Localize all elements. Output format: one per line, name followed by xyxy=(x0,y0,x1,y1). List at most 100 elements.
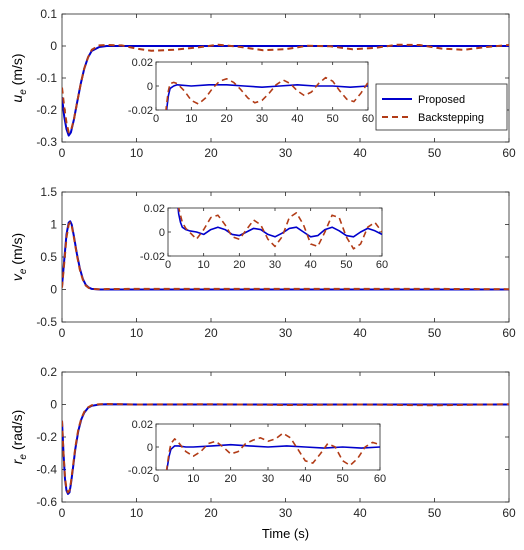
panel-2-inset-xtick-label-1: 10 xyxy=(198,259,210,271)
panel-1-xtick-label-3: 30 xyxy=(279,146,293,160)
panel-1-legend-label-1: Backstepping xyxy=(418,112,484,124)
panel-2-ytick-label-0: -0.5 xyxy=(36,315,57,329)
panel-1-inset-series-group xyxy=(165,76,368,110)
panel-1-inset-xtick-label-6: 60 xyxy=(362,113,374,125)
panel-1-inset-xtick-label-5: 50 xyxy=(327,113,339,125)
panel-2-ylabel: ve (m/s) xyxy=(9,233,29,281)
panel-3-ylabel: re (rad/s) xyxy=(9,410,29,465)
panel-3-xtick-label-0: 0 xyxy=(59,506,66,520)
panel-2-inset-series-0-line xyxy=(177,208,382,238)
panel-3-inset-xtick-label-1: 10 xyxy=(187,473,199,485)
panel-3-ytick-label-4: 0.2 xyxy=(40,365,57,379)
panel-2-inset-xtick-label-4: 40 xyxy=(305,259,317,271)
panel-1-ytick-label-4: 0.1 xyxy=(40,7,57,21)
panel-3-xtick-label-1: 10 xyxy=(130,506,144,520)
panel-1-xtick-label-5: 50 xyxy=(428,146,442,160)
panel-3-xtick-label-6: 60 xyxy=(502,506,516,520)
panel-2-inset-xtick-label-0: 0 xyxy=(165,259,171,271)
panel-1-ytick-label-0: -0.3 xyxy=(36,135,57,149)
panel-3-ytick-label-1: -0.4 xyxy=(36,463,57,477)
panel-2-ylabel-symbol: v xyxy=(9,273,25,281)
panel-2-inset-xtick-label-6: 60 xyxy=(376,259,388,271)
panel-1-inset-ytick-label-2: 0.02 xyxy=(132,57,153,69)
panel-1-ytick-label-1: -0.2 xyxy=(36,103,57,117)
panel-2-inset-ytick-label-1: 0 xyxy=(159,227,165,239)
panel-1-inset-xtick-label-4: 40 xyxy=(291,113,303,125)
panel-1-inset-series-1-line xyxy=(165,76,368,110)
panel-3-xtick-label-3: 30 xyxy=(279,506,293,520)
panel-2-inset-ytick-label-0: -0.02 xyxy=(140,251,165,263)
panel-2-series-1-line xyxy=(62,221,509,291)
panel-2-inset-ytick-label-2: 0.02 xyxy=(144,203,165,215)
panel-2-ytick-label-4: 1.5 xyxy=(40,185,57,199)
panel-3-inset-ytick-label-0: -0.02 xyxy=(128,465,153,477)
panel-2-xtick-label-3: 30 xyxy=(279,326,293,340)
panel-3-inset-series-group xyxy=(165,432,380,470)
panel-1-xtick-label-4: 40 xyxy=(353,146,367,160)
panel-1-xtick-label-2: 20 xyxy=(204,146,218,160)
panel-3-inset-xtick-label-0: 0 xyxy=(153,473,159,485)
panel-2-ylabel-sub: e xyxy=(18,268,29,274)
panel-3-series-1-line xyxy=(62,403,509,494)
panel-1-ylabel-symbol: u xyxy=(9,95,25,103)
panel-3-ytick-label-2: -0.2 xyxy=(36,430,57,444)
panel-1-inset-ytick-label-0: -0.02 xyxy=(128,105,153,117)
panel-2-xtick-label-4: 40 xyxy=(353,326,367,340)
panel-2-inset-series-group xyxy=(177,208,382,250)
panel-1-ylabel-sub: e xyxy=(18,89,29,95)
panel-1-legend-box xyxy=(375,83,508,131)
panel-1-xtick-label-0: 0 xyxy=(59,146,66,160)
panel-2-series-group xyxy=(62,220,509,291)
panel-2-xtick-label-2: 20 xyxy=(204,326,218,340)
panel-1-ylabel: ue (m/s) xyxy=(9,53,29,102)
panel-2-xtick-label-1: 10 xyxy=(130,326,144,340)
panel-2-xtick-label-5: 50 xyxy=(428,326,442,340)
panel-3-xtick-label-2: 20 xyxy=(204,506,218,520)
panel-2-ylabel-unit: (m/s) xyxy=(9,233,25,269)
panel-3-inset-series-1-line xyxy=(165,432,380,470)
panel-2-ytick-label-2: 0.5 xyxy=(40,250,57,264)
panel-3-xlabel: Time (s) xyxy=(262,526,309,541)
panel-1-series-group xyxy=(62,43,509,137)
panel-1-legend: Proposed Backstepping xyxy=(375,83,508,131)
panel-3-xtick-label-4: 40 xyxy=(353,506,367,520)
panel-1-inset-series-0-line xyxy=(165,84,368,110)
panel-2-inset-series-1-line xyxy=(177,208,382,250)
panel-3-inset-xtick-label-3: 30 xyxy=(262,473,274,485)
panel-2-xtick-label-6: 60 xyxy=(502,326,516,340)
panel-2-xtick-label-0: 0 xyxy=(59,326,66,340)
panel-1-inset-ytick-label-1: 0 xyxy=(147,81,153,93)
panel-1-ytick-label-2: -0.1 xyxy=(36,71,57,85)
panel-1-xtick-label-6: 60 xyxy=(502,146,516,160)
panel-2-ytick-label-3: 1 xyxy=(50,218,57,232)
panel-3-inset-ytick-label-2: 0.02 xyxy=(132,419,153,431)
panel-3-ytick-label-0: -0.6 xyxy=(36,495,57,509)
panel-3-inset-ytick-label-1: 0 xyxy=(147,442,153,454)
panel-3-ylabel-symbol: r xyxy=(9,458,25,464)
panel-1-inset-xtick-label-2: 20 xyxy=(221,113,233,125)
panel-1-ytick-label-3: 0 xyxy=(50,39,57,53)
panel-1-xtick-label-1: 10 xyxy=(130,146,144,160)
panel-2-ytick-label-1: 0 xyxy=(50,283,57,297)
panel-2-inset-xtick-label-3: 30 xyxy=(269,259,281,271)
panel-3-ylabel-unit: (rad/s) xyxy=(9,410,25,454)
panel-3-ytick-label-3: 0 xyxy=(50,398,57,412)
panel-1-legend-label-0: Proposed xyxy=(418,94,465,106)
panel-2-inset-axes-frame xyxy=(167,207,383,257)
panel-3-xtick-label-5: 50 xyxy=(428,506,442,520)
panel-3-ylabel-sub: e xyxy=(18,454,29,460)
panel-3-inset-xtick-label-5: 50 xyxy=(337,473,349,485)
panel-3-inset-xtick-label-4: 40 xyxy=(299,473,311,485)
panel-1-group: 0 10 20 30 40 50 60 -0.3 -0.2 -0.1 0 0.1 xyxy=(36,7,516,160)
panel-1-series-1-line xyxy=(62,43,509,134)
panel-3-series-group xyxy=(62,403,509,495)
panel-3-inset-xtick-label-6: 60 xyxy=(374,473,386,485)
panel-2-inset-xtick-label-5: 50 xyxy=(340,259,352,271)
panel-1-ylabel-unit: (m/s) xyxy=(9,53,25,89)
panel-1-inset-xtick-label-3: 30 xyxy=(256,113,268,125)
panel-1-inset-xtick-label-0: 0 xyxy=(153,113,159,125)
